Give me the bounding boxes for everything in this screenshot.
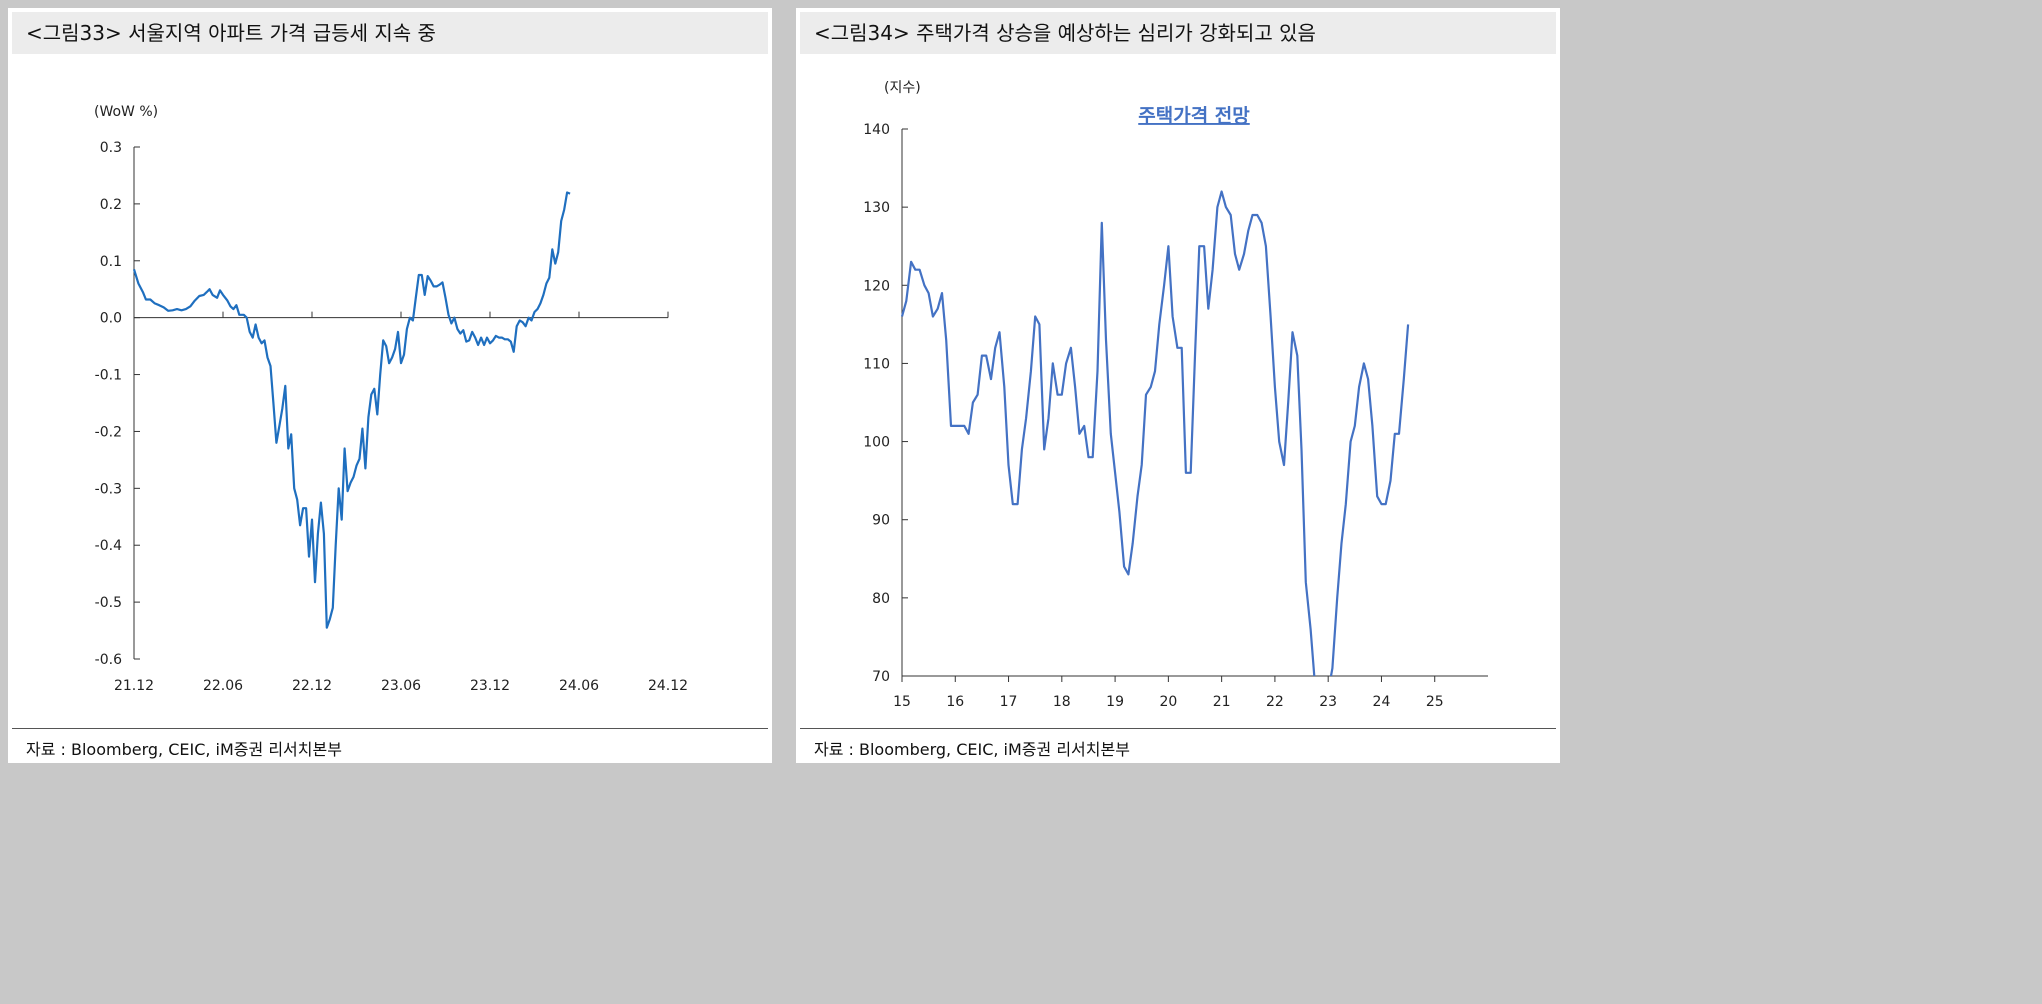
x-tick-label: 22.12 <box>292 678 332 694</box>
y-tick-label: 0.1 <box>100 254 122 270</box>
figure-title-right: <그림34> 주택가격 상승을 예상하는 심리가 강화되고 있음 <box>800 12 1556 54</box>
source-note-left: 자료 : Bloomberg, CEIC, iM증권 리서치본부 <box>26 740 342 759</box>
source-note-right: 자료 : Bloomberg, CEIC, iM증권 리서치본부 <box>814 740 1130 759</box>
y-tick-label: 130 <box>863 200 890 216</box>
line-chart-seoul-apartment: (WoW %) 0.3 0.2 0.1 0.0 -0.1 -0.2 -0.3 -0.4 -0.5… <box>94 104 688 694</box>
figure-title-left: <그림33> 서울지역 아파트 가격 급등세 지속 중 <box>12 12 768 54</box>
y-tick-label: -0.1 <box>95 368 122 384</box>
x-tick-label: 16 <box>946 694 964 710</box>
x-tick-label: 23 <box>1319 694 1337 710</box>
x-tick-label: 19 <box>1106 694 1124 710</box>
y-tick-label: 120 <box>863 278 890 294</box>
x-tick-label: 25 <box>1426 694 1444 710</box>
y-tick-label: -0.2 <box>95 424 122 440</box>
x-tick-label: 24.06 <box>559 678 599 694</box>
x-tick-label: 18 <box>1053 694 1071 710</box>
chart-panel-right: <그림34> 주택가격 상승을 예상하는 심리가 강화되고 있음 (지수) 주택… <box>796 8 1560 763</box>
unit-label-right: (지수) <box>884 80 921 96</box>
y-tick-label: 100 <box>863 435 890 451</box>
y-tick-label: 0.2 <box>100 197 122 213</box>
x-tick-label: 22.06 <box>203 678 243 694</box>
y-tick-label: -0.5 <box>95 595 122 611</box>
y-tick-label: -0.3 <box>95 481 122 497</box>
y-tick-label: 80 <box>872 591 890 607</box>
x-tick-label: 17 <box>1000 694 1018 710</box>
y-tick-label: 90 <box>872 513 890 529</box>
series-line <box>900 190 1410 676</box>
x-tick-label: 24 <box>1373 694 1391 710</box>
x-tick-label: 20 <box>1159 694 1177 710</box>
series-line <box>132 191 571 629</box>
x-tick-label: 23.12 <box>470 678 510 694</box>
y-tick-label: 110 <box>863 356 890 372</box>
y-tick-label: -0.4 <box>95 538 122 554</box>
x-tick-label: 23.06 <box>381 678 421 694</box>
x-tick-label: 24.12 <box>648 678 688 694</box>
footer-divider-left <box>12 728 768 729</box>
chart-panel-left: <그림33> 서울지역 아파트 가격 급등세 지속 중 (WoW %) 0.3 0… <box>8 8 772 763</box>
x-tick-label: 22 <box>1266 694 1284 710</box>
y-tick-label: 140 <box>863 122 890 138</box>
y-tick-label: 0.0 <box>100 311 122 327</box>
x-tick-label: 21 <box>1213 694 1231 710</box>
y-tick-label: 70 <box>872 669 890 685</box>
y-tick-label: -0.6 <box>95 652 122 668</box>
series-title-right: 주택가격 전망 <box>1138 105 1250 127</box>
x-tick-label: 21.12 <box>114 678 154 694</box>
x-tick-label: 15 <box>893 694 911 710</box>
y-tick-label: 0.3 <box>100 140 122 156</box>
footer-divider-right <box>800 728 1556 729</box>
unit-label-left: (WoW %) <box>94 104 158 120</box>
